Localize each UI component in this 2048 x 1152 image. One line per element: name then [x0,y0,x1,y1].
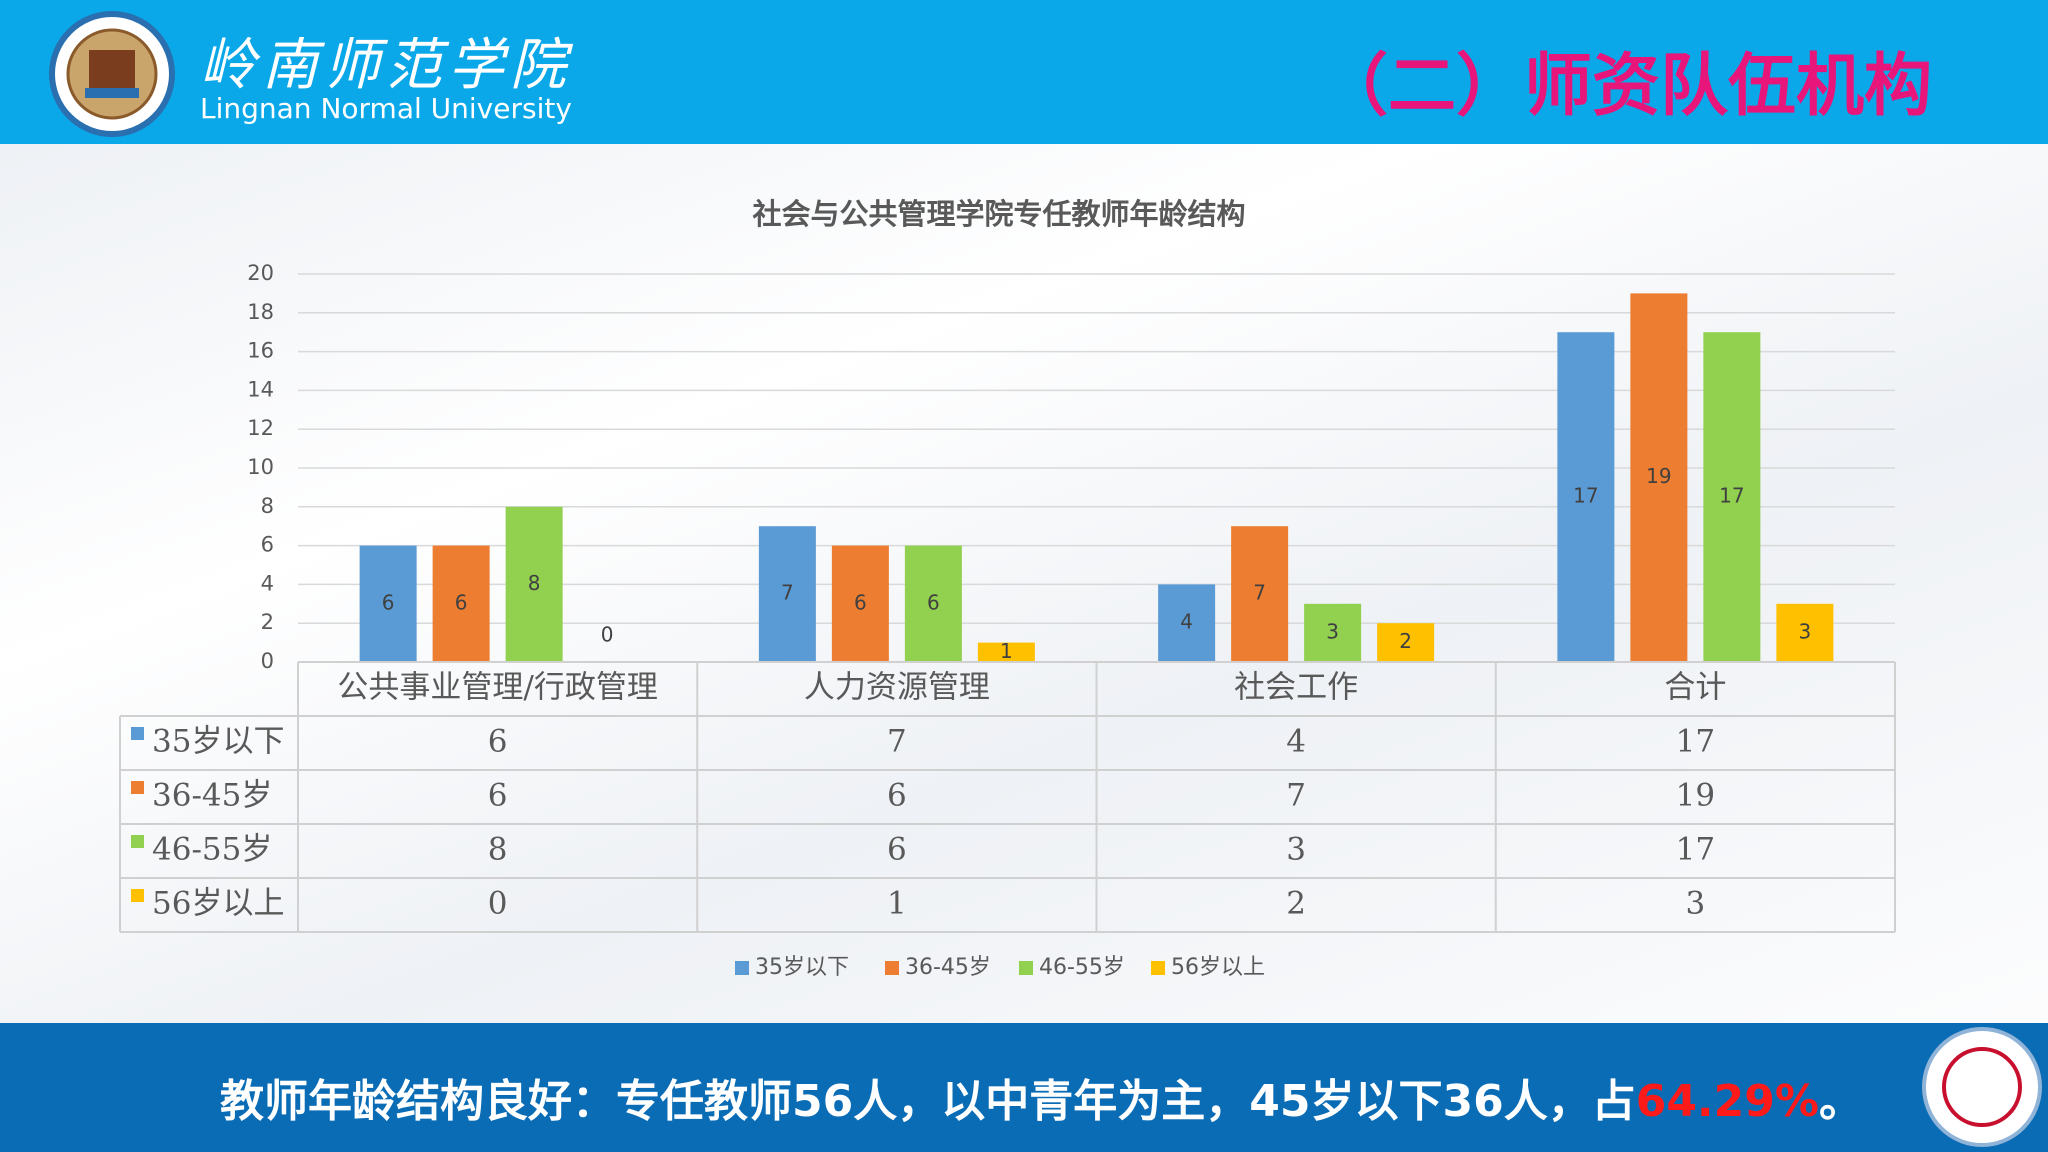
table-cell: 7 [887,724,907,760]
legend-key [735,961,749,975]
table-cell: 8 [488,832,508,868]
table-cell: 7 [1286,778,1306,814]
data-label: 3 [1326,619,1339,643]
chart-title: 社会与公共管理学院专任教师年龄结构 [752,197,1245,231]
footer-band: 教师年龄结构良好：专任教师56人，以中青年为主，45岁以下36人，占64.29%… [0,1023,2048,1152]
table-cell: 6 [488,778,508,814]
table-cell: 4 [1286,724,1306,760]
table-cell: 17 [1676,724,1715,760]
y-tick-label: 4 [261,571,274,595]
y-tick-label: 14 [247,377,274,401]
x-tick-label: 社会工作 [1234,670,1358,706]
bar [1304,603,1362,662]
x-tick-label: 合计 [1664,670,1726,706]
table-legend-key [131,835,144,848]
table-legend-key [131,781,144,794]
bar [1776,603,1834,662]
table-cell: 0 [488,886,508,922]
y-tick-label: 12 [247,416,274,440]
table-cell: 17 [1676,832,1715,868]
y-tick-label: 8 [261,494,274,518]
bar [904,545,962,662]
table-cell: 6 [488,724,508,760]
bar [1158,584,1216,662]
y-tick-label: 6 [261,533,274,557]
bar [1377,623,1435,662]
y-tick-label: 20 [247,261,274,285]
data-label: 1 [1000,639,1013,663]
y-tick-label: 16 [247,339,274,363]
data-label: 6 [455,590,468,614]
table-cell: 3 [1286,832,1306,868]
data-label: 6 [854,590,867,614]
legend-label: 56岁以上 [1171,955,1265,980]
table-cell: 3 [1686,886,1706,922]
data-label: 6 [382,590,395,614]
data-label: 6 [927,590,940,614]
bar [977,642,1035,662]
footer-highlight: 64.29% [1635,1076,1819,1127]
legend-key [885,961,899,975]
data-label: 4 [1180,610,1193,634]
bar [1630,293,1688,662]
table-row-label: 46-55岁 [152,832,272,868]
data-label: 7 [1253,581,1266,605]
data-label: 19 [1646,464,1671,488]
legend-label: 35岁以下 [755,955,849,980]
bar [505,506,563,662]
data-label: 7 [781,581,794,605]
table-row-label: 36-45岁 [152,778,272,814]
bar [831,545,889,662]
table-cell: 2 [1286,886,1306,922]
school-name: 岭南师范学院 [200,33,572,98]
y-tick-label: 10 [247,455,274,479]
data-label: 2 [1399,629,1412,653]
table-cell: 6 [887,832,907,868]
x-tick-label: 人力资源管理 [804,670,990,706]
data-label: 0 [601,623,614,647]
bar [1231,526,1289,662]
data-label: 17 [1573,484,1598,508]
slide-title: （二）师资队伍机构 [1320,47,1933,126]
logo [49,11,175,137]
seal [1922,1027,2042,1147]
legend-key [1019,961,1033,975]
table-cell: 1 [887,886,907,922]
bar [1557,332,1615,662]
table-cell: 6 [887,778,907,814]
bar [1703,332,1761,662]
table-legend-key [131,889,144,902]
legend-label: 36-45岁 [905,955,991,980]
footer-end: 。 [1818,1076,1863,1127]
data-label: 8 [528,571,541,595]
bar [359,545,417,662]
footer-main: 教师年龄结构良好：专任教师56人，以中青年为主，45岁以下36人，占 [220,1076,1636,1127]
table-row-label: 56岁以上 [152,886,284,922]
table-cell: 19 [1676,778,1715,814]
table-row-label: 35岁以下 [152,724,284,760]
data-label: 17 [1719,484,1744,508]
x-tick-label: 公共事业管理/行政管理 [337,670,657,706]
legend-key [1151,961,1165,975]
school-name-en: Lingnan Normal University [200,92,572,125]
bar [432,545,490,662]
footer-text: 教师年龄结构良好：专任教师56人，以中青年为主，45岁以下36人，占64.29%… [220,1065,1863,1129]
bar [758,526,816,662]
header-band: 岭南师范学院 Lingnan Normal University （二）师资队伍… [0,0,2048,144]
y-tick-label: 2 [261,610,274,634]
y-tick-label: 0 [261,649,274,673]
y-tick-label: 18 [247,300,274,324]
table-legend-key [131,727,144,740]
legend-label: 46-55岁 [1039,955,1125,980]
data-label: 3 [1799,619,1812,643]
